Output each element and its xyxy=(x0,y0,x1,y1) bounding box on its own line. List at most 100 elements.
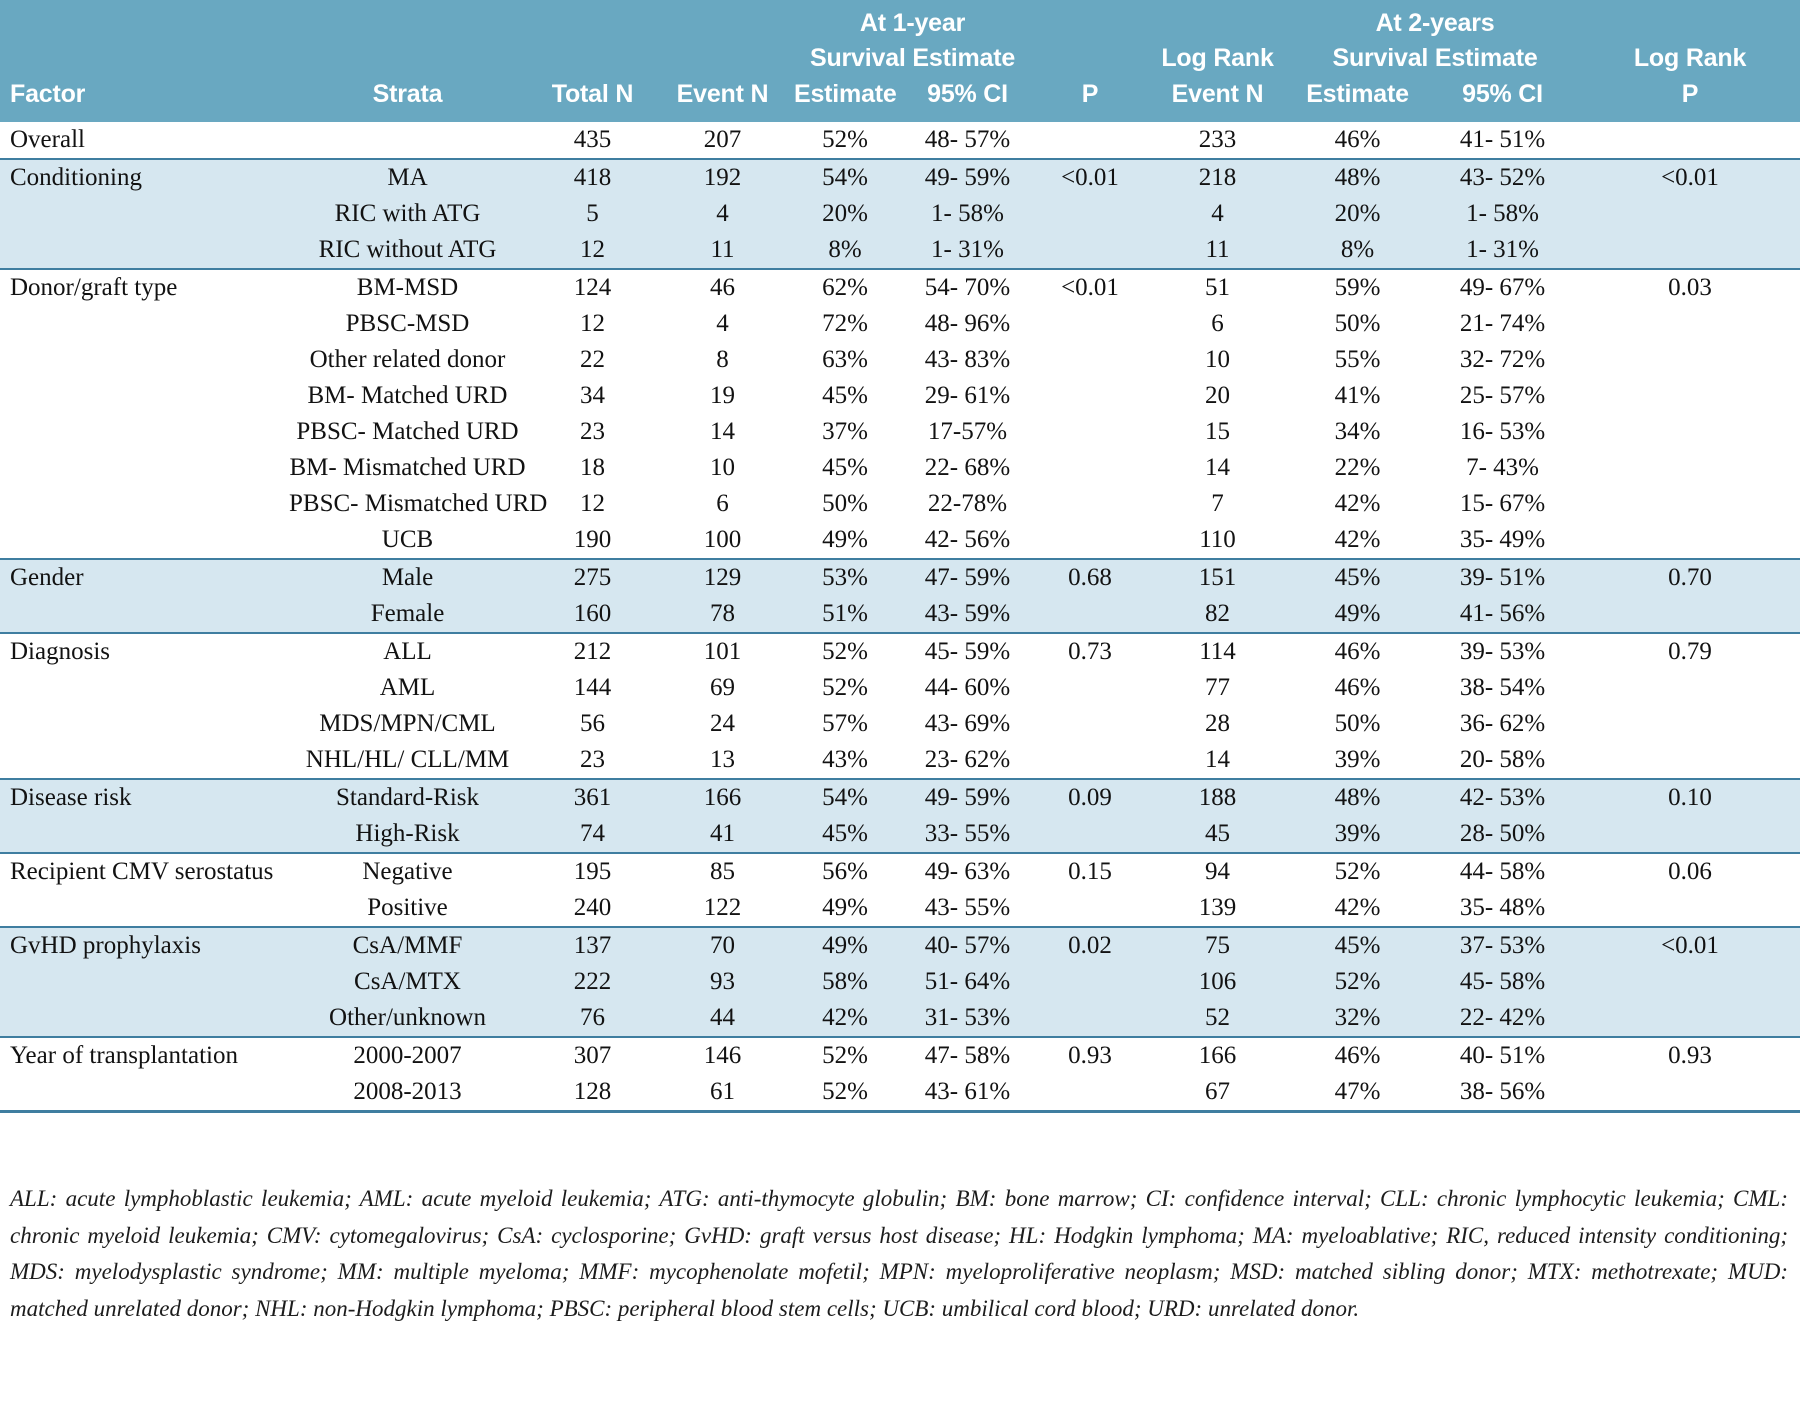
strata-cell: MA xyxy=(285,157,530,196)
p-2y-cell xyxy=(1580,999,1800,1037)
table-row: Donor/graft type BM-MSD 124 46 62% 54- 70% <0.… xyxy=(0,267,1800,559)
p-1y-cell xyxy=(1035,231,1146,269)
p-1y-cell: 0.02 xyxy=(1035,925,1146,964)
ci-2y-cell: 38- 54% xyxy=(1459,673,1546,701)
header-log-rank-1y: Log Rank xyxy=(1145,41,1291,77)
p-1y-cell xyxy=(1035,342,1145,378)
strata-cell: Other/unknown xyxy=(285,999,530,1037)
table-row: RIC with ATG 5 4 20% 1- 58% 4 20% 1- 58% xyxy=(0,195,1800,232)
ci-2y-cell: 43- 52% xyxy=(1425,157,1581,196)
header-spacer xyxy=(1035,0,1146,42)
table-row: Conditioning MA 418 192 54% 49- 59% <0.01 218 48… xyxy=(0,157,1800,269)
event-n-2y-cell: 82 xyxy=(1145,595,1291,633)
ci-2y-cell: 35- 48% xyxy=(1459,893,1546,921)
strata-cell: PBSC-MSD xyxy=(345,309,470,337)
total-n-cell: 18 xyxy=(580,453,605,481)
ci-1y-cell: 47- 58% xyxy=(900,1035,1036,1074)
table-row: GvHD prophylaxis CsA/MMF 137 70 49% 40- 57% 0.… xyxy=(0,925,1800,1037)
total-n-cell: 137 xyxy=(530,925,655,964)
table-row: NHL/HL/ CLL/MM 23 13 43% 23- 62% 14 39% 20- 58% xyxy=(0,742,1800,779)
ci-1y-cell: 42- 56% xyxy=(924,525,1011,553)
event-n-2y-cell: 188 xyxy=(1145,777,1291,816)
ci-2y-cell: 42- 53% xyxy=(1425,777,1581,816)
p-2y-cell xyxy=(1580,195,1800,232)
header-survival-estimate-1y: Survival Estimate xyxy=(790,41,1036,77)
strata-cell: ALL xyxy=(285,631,530,670)
estimate-1y-cell: 52% xyxy=(822,125,868,153)
ci-2y-cell: 22- 42% xyxy=(1425,999,1581,1037)
p-2y-cell xyxy=(1580,815,1800,853)
event-n-2y-cell: 51 xyxy=(1145,267,1291,306)
estimate-2y-cell: 42% xyxy=(1334,893,1381,921)
p-1y-cell xyxy=(1035,595,1146,633)
event-n-1y-cell: 129 xyxy=(655,557,790,596)
estimate-2y-cell: 46% xyxy=(1290,1035,1426,1074)
p-1y-cell: <0.01 xyxy=(1035,267,1146,306)
header-spacer xyxy=(0,41,285,77)
ci-1y-cell: 31- 53% xyxy=(900,999,1036,1037)
header-p-1y: P xyxy=(1035,76,1146,122)
p-2y-cell: <0.01 xyxy=(1580,157,1800,196)
table-row: Overall 435 207 52% 48- 57% 233 46% 41- 51% xyxy=(0,122,1800,159)
estimate-2y-cell: 39% xyxy=(1290,815,1426,853)
event-n-2y-cell: 15 xyxy=(1205,417,1231,445)
strata-cell: Male xyxy=(285,557,530,596)
header-spacer xyxy=(285,41,530,77)
event-n-2y-cell: 14 xyxy=(1205,453,1231,481)
header-spacer xyxy=(530,0,655,42)
factor-cell: GvHD prophylaxis xyxy=(0,925,285,1037)
ci-1y-cell: 48- 96% xyxy=(924,309,1011,337)
estimate-2y-cell: 50% xyxy=(1334,309,1381,337)
header-factor: Factor xyxy=(0,76,285,122)
header-spacer xyxy=(655,41,790,77)
strata-cell: High-Risk xyxy=(285,815,530,853)
event-n-2y-cell: 20 xyxy=(1205,381,1231,409)
estimate-1y-cell: 20% xyxy=(790,195,900,232)
factor-cell: Gender xyxy=(0,557,285,633)
ci-2y-cell: 45- 58% xyxy=(1425,963,1581,1000)
p-2y-cell xyxy=(1580,890,1800,927)
table-row: PBSC- Matched URD 23 14 37% 17-57% 15 34% 16- 5… xyxy=(0,414,1800,450)
header-spacer xyxy=(1145,0,1291,42)
total-n-cell: 23 xyxy=(580,745,605,773)
p-1y-cell xyxy=(1035,414,1145,450)
strata-cell: 2008-2013 xyxy=(353,1077,462,1105)
p-1y-cell xyxy=(1035,890,1145,927)
strata-cell: BM-MSD xyxy=(285,267,530,306)
p-1y-cell: <0.01 xyxy=(1035,157,1146,196)
ci-1y-cell: 49- 59% xyxy=(900,157,1036,196)
event-n-2y-cell: 151 xyxy=(1145,557,1291,596)
p-2y-cell: 0.79 xyxy=(1580,631,1800,670)
event-n-1y-cell: 44 xyxy=(655,999,790,1037)
estimate-1y-cell: 52% xyxy=(790,631,900,670)
estimate-1y-cell: 49% xyxy=(822,525,868,553)
ci-1y-cell: 43- 61% xyxy=(924,1077,1011,1105)
header-log-rank-2y: Log Rank xyxy=(1580,41,1800,77)
ci-1y-cell: 43- 69% xyxy=(924,709,1011,737)
ci-2y-cell: 20- 58% xyxy=(1459,745,1546,773)
event-n-2y-cell: 6 xyxy=(1211,309,1224,337)
ci-2y-cell: 40- 51% xyxy=(1425,1035,1581,1074)
event-n-1y-cell: 14 xyxy=(710,417,735,445)
table-row: Diagnosis ALL 212 101 52% 45- 59% 0.73 114 46% 39… xyxy=(0,631,1800,779)
event-n-1y-cell: 93 xyxy=(655,963,790,1000)
ci-2y-cell: 15- 67% xyxy=(1459,489,1546,517)
ci-1y-cell: 43- 83% xyxy=(924,345,1011,373)
event-n-1y-cell: 41 xyxy=(655,815,790,853)
strata-cell: PBSC- Matched URD xyxy=(296,417,519,445)
table-row: 2008-2013 128 61 52% 43- 61% 67 47% 38- 56% xyxy=(0,1074,1800,1112)
total-n-cell: 435 xyxy=(573,125,612,153)
estimate-2y-cell: 55% xyxy=(1334,345,1381,373)
estimate-2y-cell: 47% xyxy=(1334,1077,1381,1105)
ci-2y-cell: 1- 58% xyxy=(1425,195,1581,232)
strata-cell: MDS/MPN/CML xyxy=(319,709,496,737)
table-row: Female 160 78 51% 43- 59% 82 49% 41- 56% xyxy=(0,595,1800,633)
total-n-cell: 124 xyxy=(530,267,655,306)
ci-2y-cell: 7- 43% xyxy=(1466,453,1539,481)
header-at-1-year: At 1-year xyxy=(790,0,1036,42)
estimate-2y-cell: 32% xyxy=(1290,999,1426,1037)
event-n-2y-cell: 45 xyxy=(1145,815,1291,853)
estimate-1y-cell: 45% xyxy=(822,381,868,409)
header-spacer xyxy=(530,41,655,77)
p-2y-cell xyxy=(1580,595,1800,633)
